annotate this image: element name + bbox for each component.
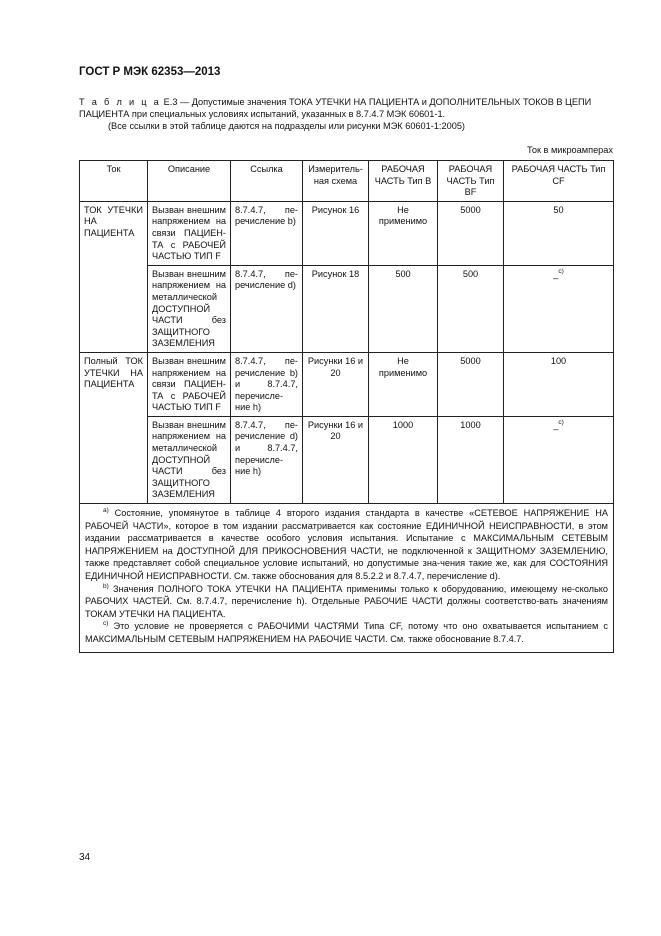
footnote: a) Состояние, упомянутое в таблице 4 вто… [85,507,608,583]
footnotes-cell: a) Состояние, упомянутое в таблице 4 вто… [79,503,614,653]
type-bf-cell: 5000 [437,351,504,417]
type-cf-value: 100 [550,355,567,366]
type-b-cell: Не применимо [368,351,438,417]
type-cf-value: _ [553,268,559,279]
header-cell: РАБОЧАЯ ЧАСТЬ Тип BF [437,160,504,202]
type-cf-cell: _c) [503,415,614,505]
header-cell: Описание [147,160,231,202]
header-cell: Измеритель-ная схема [302,160,369,202]
description-cell: Вызван внешним напряжением на связи ПАЦИ… [147,200,231,266]
document-header: ГОСТ Р МЭК 62353—2013 [79,66,221,78]
header-cell: РАБОЧАЯ ЧАСТЬ Тип CF [503,160,614,202]
footnote-ref: c) [558,267,564,275]
table-row: Вызван внешним напряжением на металличес… [80,415,614,505]
type-cf-cell: _c) [503,264,614,353]
type-b-cell: Не применимо [368,200,438,266]
reference-cell: 8.7.4.7, пе-речисление d) [230,264,303,353]
caption-text: Е.3 — Допустимые значения ТОКА УТЕЧКИ НА… [79,97,592,119]
scheme-cell: Рисунок 16 [302,200,369,266]
type-cf-value: _ [553,419,559,430]
current-cell: Полный ТОК УТЕЧКИ НА ПАЦИЕНТА [79,351,148,505]
caption-label: Т а б л и ц а [79,97,162,107]
current-cell: ТОК УТЕЧКИ НА ПАЦИЕНТА [79,200,148,353]
footnote: c) Это условие не проверяется с РАБОЧИМИ… [85,620,608,645]
table-row: Полный ТОК УТЕЧКИ НА ПАЦИЕНТА Вызван вне… [79,351,614,505]
caption-note: (Все ссылки в этой таблице даются на под… [108,121,465,131]
type-bf-cell: 500 [437,264,504,353]
footnotes-row: a) Состояние, упомянутое в таблице 4 вто… [79,503,614,653]
description-cell: Вызван внешним напряжением на металличес… [147,264,231,353]
footnote: b) Значения ПОЛНОГО ТОКА УТЕЧКИ НА ПАЦИЕ… [85,583,608,621]
type-b-cell: 1000 [368,415,438,505]
footnote-mark: a) [103,507,109,515]
header-cell: Ток [79,160,148,202]
table-row: ТОК УТЕЧКИ НА ПАЦИЕНТА Вызван внешним на… [79,200,614,353]
leakage-current-table: Ток Описание Ссылка Измеритель-ная схема… [79,160,614,653]
description-cell: Вызван внешним напряжением на металличес… [147,415,231,505]
scheme-cell: Рисунок 18 [302,264,369,353]
type-bf-cell: 1000 [437,415,504,505]
type-b-cell: 500 [368,264,438,353]
units-label: Ток в микроамперах [526,145,613,155]
footnote-mark: b) [103,582,109,590]
page-number: 34 [79,852,91,863]
footnote-mark: c) [103,620,109,628]
reference-cell: 8.7.4.7, пе-речисление d) и 8.7.4.7, пер… [230,415,303,505]
table-caption: Т а б л и ц а Е.3 — Допустимые значения … [79,96,613,120]
footnote-ref: c) [558,418,564,426]
footnote-text: Это условие не проверяется с РАБОЧИМИ ЧА… [85,621,608,644]
header-cell: Ссылка [230,160,303,202]
description-cell: Вызван внешним напряжением на связи ПАЦИ… [147,351,231,417]
type-cf-value: 50 [553,204,564,215]
footnote-text: Значения ПОЛНОГО ТОКА УТЕЧКИ НА ПАЦИЕНТА… [85,583,608,619]
scheme-cell: Рисунки 16 и 20 [302,415,369,505]
table-header-row: Ток Описание Ссылка Измеритель-ная схема… [79,160,614,202]
scheme-cell: Рисунки 16 и 20 [302,351,369,417]
header-cell: РАБОЧАЯ ЧАСТЬ Тип В [368,160,438,202]
type-cf-cell: 50 [503,200,614,266]
table-row: Вызван внешним напряжением на металличес… [80,264,614,353]
footnote-text: Состояние, упомянутое в таблице 4 второг… [85,508,608,581]
type-bf-cell: 5000 [437,200,504,266]
type-cf-cell: 100 [503,351,614,417]
reference-cell: 8.7.4.7, пе-речисление b) и 8.7.4.7, пер… [230,351,303,417]
reference-cell: 8.7.4.7, пе-речисление b) [230,200,303,266]
